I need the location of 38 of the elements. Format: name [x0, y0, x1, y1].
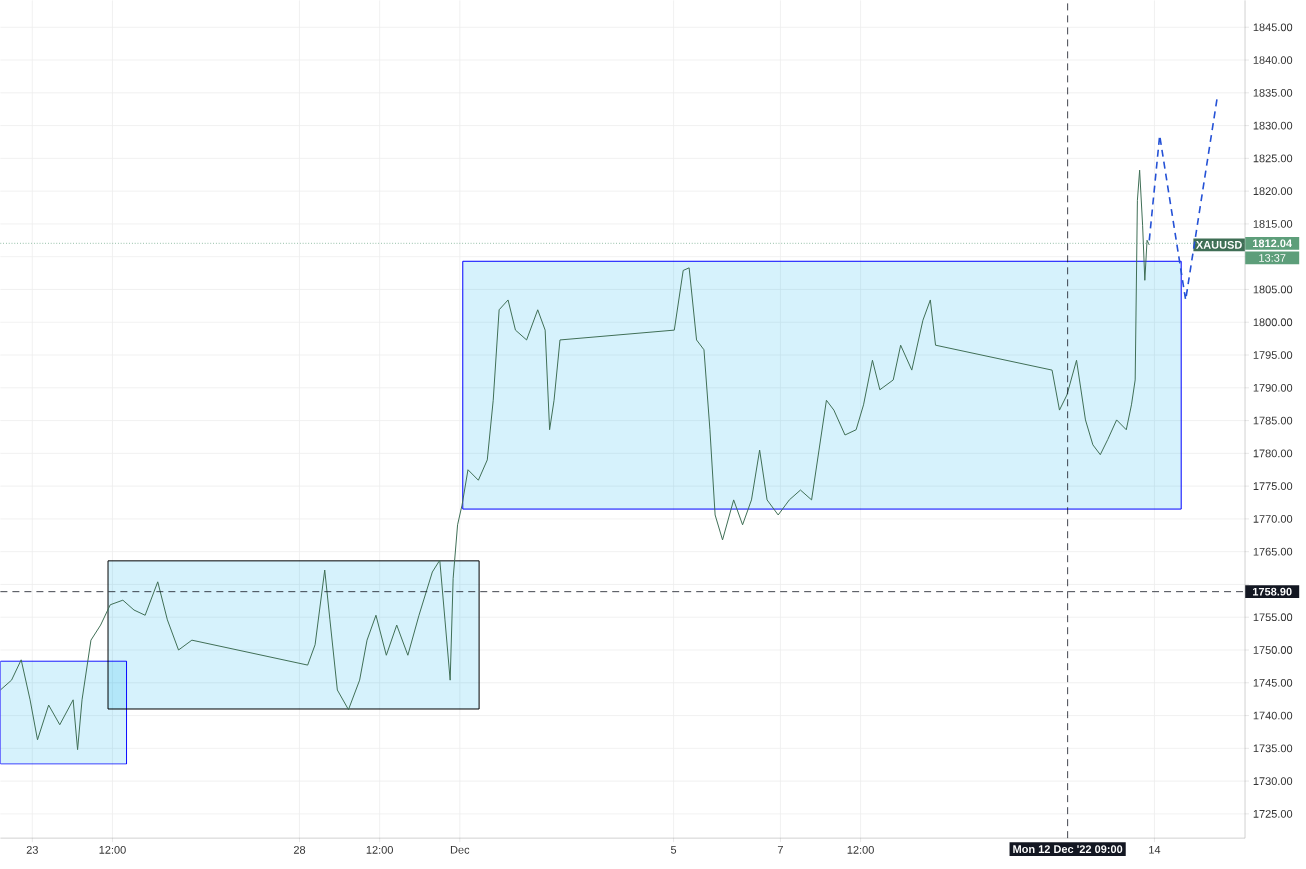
- x-tick-label: 5: [670, 845, 677, 854]
- y-tick-label: 1775.00: [1253, 482, 1293, 490]
- x-tick-label: 14: [1149, 845, 1161, 854]
- y-tick-label: 1770.00: [1253, 514, 1293, 523]
- y-tick-label: 1845.00: [1253, 23, 1293, 32]
- x-tick-label: Dec: [450, 845, 470, 854]
- x-tick-label: 12:00: [99, 845, 126, 854]
- text: 13:37: [1259, 253, 1286, 262]
- y-tick-label: 1795.00: [1253, 351, 1293, 359]
- ref-line-label: 1758.90: [1253, 587, 1292, 596]
- y-tick-label: 1725.00: [1253, 809, 1293, 818]
- y-tick-label: 1785.00: [1253, 416, 1293, 425]
- y-tick-label: 1830.00: [1253, 121, 1293, 130]
- y-tick-label: 1745.00: [1253, 678, 1293, 687]
- y-tick-label: 1740.00: [1253, 711, 1293, 720]
- y-tick-label: 1755.00: [1253, 613, 1293, 622]
- y-tick-label: 1750.00: [1253, 646, 1293, 654]
- text: XAUUSD: [1195, 240, 1242, 249]
- y-tick-label: 1805.00: [1253, 285, 1293, 294]
- x-tick-label: 7: [777, 845, 783, 854]
- y-tick-label: 1825.00: [1253, 154, 1293, 163]
- y-tick-label: 1780.00: [1253, 449, 1293, 458]
- y-tick-label: 1735.00: [1253, 744, 1293, 753]
- ref-line-label: Mon 12 Dec '22 09:00: [1013, 845, 1123, 853]
- y-tick-label: 1815.00: [1253, 219, 1293, 228]
- y-tick-label: 1765.00: [1253, 547, 1293, 556]
- x-tick-label: 12:00: [366, 845, 393, 854]
- y-tick-label: 1820.00: [1253, 187, 1293, 195]
- y-tick-label: 1840.00: [1253, 56, 1293, 64]
- y-tick-label: 1730.00: [1253, 777, 1293, 785]
- x-tick-label: 23: [26, 845, 38, 854]
- x-tick-label: 12:00: [847, 845, 874, 854]
- y-tick-label: 1800.00: [1253, 318, 1293, 327]
- y-tick-label: 1790.00: [1253, 383, 1293, 392]
- x-tick-label: 28: [293, 845, 306, 854]
- y-tick-label: 1835.00: [1253, 88, 1293, 97]
- ref-line-label: 1812.04: [1253, 239, 1293, 248]
- line-series: [0, 169, 1150, 751]
